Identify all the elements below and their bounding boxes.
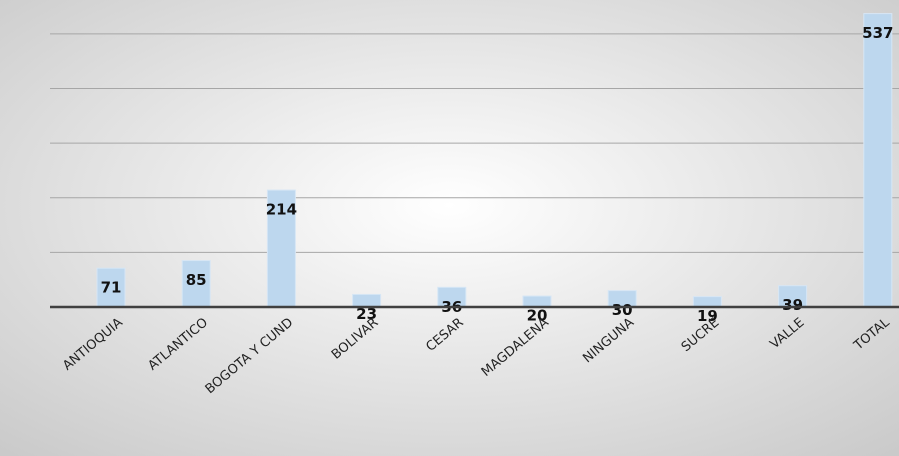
- data-label: 39: [782, 296, 803, 314]
- bar: [863, 13, 893, 308]
- bar: [522, 295, 552, 308]
- data-label: 23: [356, 305, 377, 323]
- data-label: 30: [612, 301, 633, 319]
- data-label: 20: [527, 307, 548, 325]
- data-label: 19: [697, 307, 718, 325]
- data-label: 85: [186, 271, 207, 289]
- data-label: 71: [101, 279, 122, 297]
- data-label: 214: [266, 201, 297, 219]
- data-label: 537: [862, 24, 893, 42]
- bar: [692, 296, 722, 308]
